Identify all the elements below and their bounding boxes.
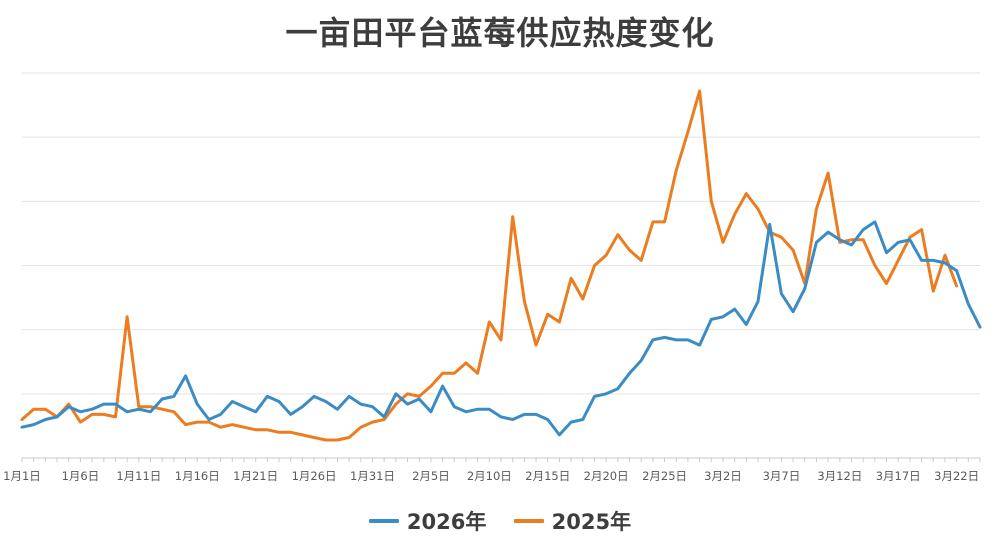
x-tick-label: 2月5日: [412, 469, 450, 483]
x-tick-label: 1月16日: [175, 469, 220, 483]
legend-swatch-2026: [368, 519, 399, 523]
legend-label-2026: 2026年: [406, 510, 487, 534]
x-tick-label: 1月6日: [62, 469, 100, 483]
x-tick-label: 1月31日: [350, 469, 395, 483]
x-tick-label: 1月11日: [116, 469, 161, 483]
x-tick-label: 2月10日: [467, 469, 512, 483]
x-tick-label: 1月21日: [233, 469, 278, 483]
x-tick-label: 2月25日: [642, 469, 687, 483]
x-tick-label: 1月1日: [3, 469, 41, 483]
chart-title: 一亩田平台蓝莓供应热度变化: [285, 14, 715, 52]
legend-swatch-2025: [513, 519, 544, 523]
series-layer: [20, 89, 982, 442]
x-axis: 1月1日 1月6日 1月11日 1月16日 1月21日 1月26日 1月31日 2月5日 2月1…: [3, 458, 981, 483]
gridlines: [22, 72, 980, 459]
series-line-1: [20, 89, 959, 442]
legend-item-2025[interactable]: 2025年: [513, 506, 632, 536]
x-tick-label: 2月15日: [525, 469, 570, 483]
x-tick-label: 2月20日: [584, 469, 629, 483]
legend-label-2025: 2025年: [551, 510, 632, 534]
x-tick-label: 3月12日: [817, 469, 862, 483]
x-tick-label: 3月7日: [763, 469, 801, 483]
x-tick-label: 3月17日: [876, 469, 921, 483]
legend-item-2026[interactable]: 2026年: [368, 506, 487, 536]
series-line-0: [20, 220, 982, 437]
x-tick-label: 3月2日: [704, 469, 742, 483]
x-tick-label: 3月22日: [934, 469, 979, 483]
x-tick-label: 1月26日: [292, 469, 337, 483]
legend: 2026年 2025年: [0, 504, 1000, 536]
